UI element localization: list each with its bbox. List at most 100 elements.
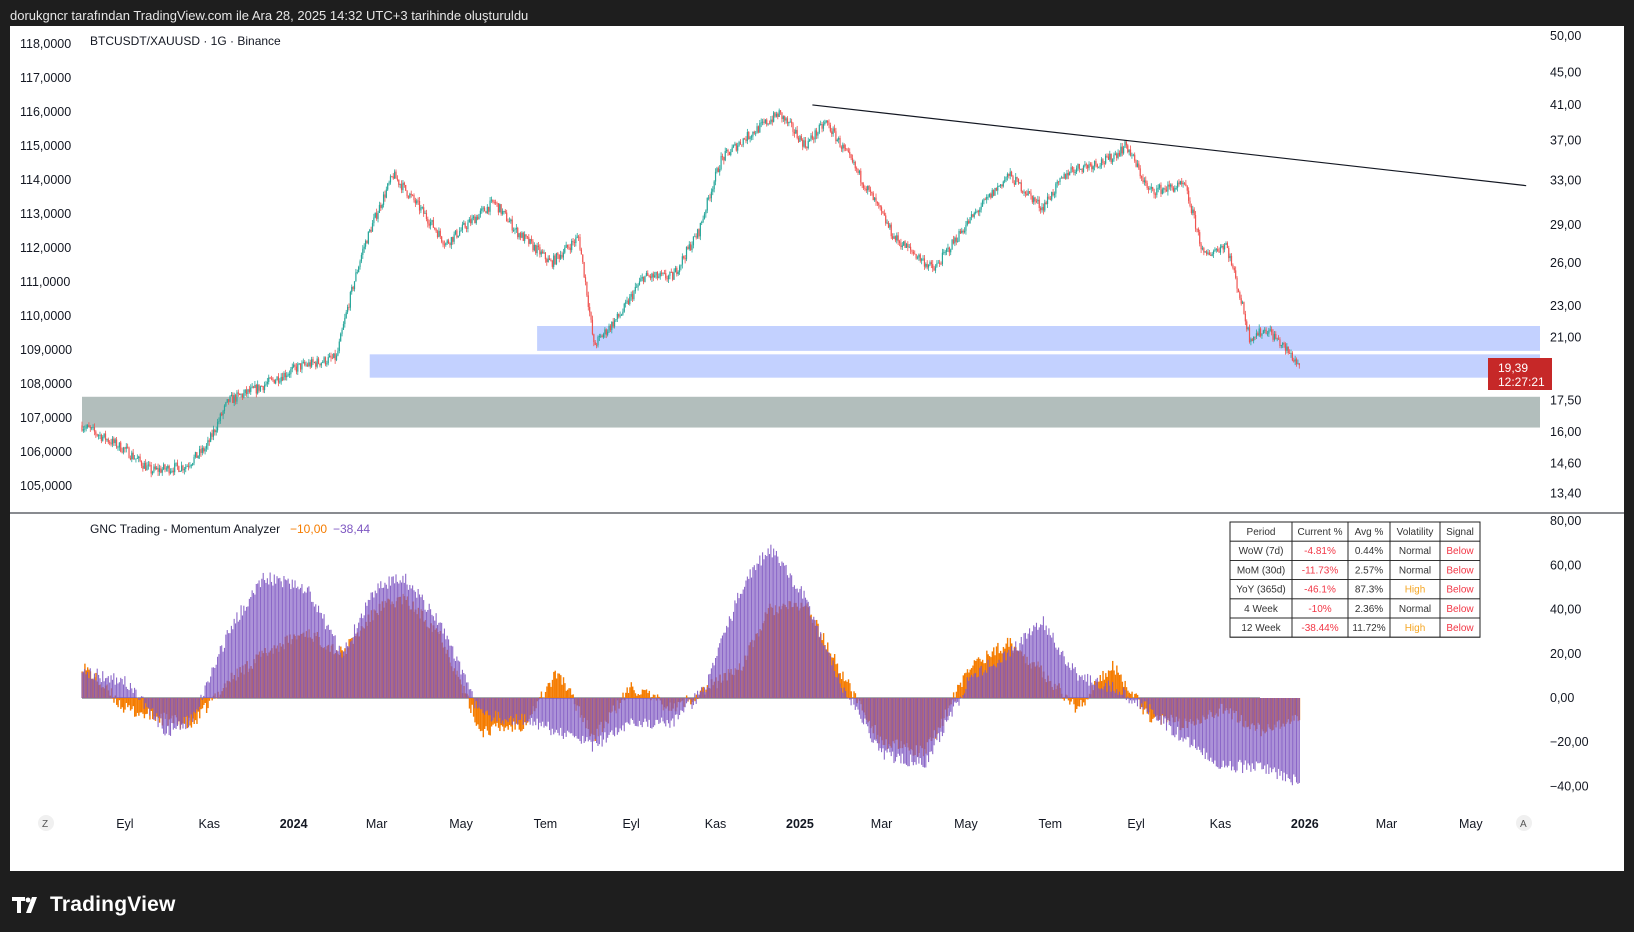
candle-body — [136, 458, 138, 459]
candle — [814, 128, 816, 143]
candle — [864, 185, 866, 192]
candle-body — [1091, 164, 1093, 170]
zoom-out-button[interactable]: Z — [38, 815, 54, 831]
candle — [778, 108, 780, 118]
candle — [526, 235, 529, 240]
candle-body — [661, 272, 663, 274]
candle-body — [1051, 192, 1053, 200]
histogram-bar — [262, 572, 264, 698]
histogram-bar — [1242, 698, 1244, 774]
histogram-bar — [1286, 698, 1288, 775]
candle-body — [337, 350, 339, 356]
candle-body — [970, 214, 973, 218]
right-axis-tick: 21,00 — [1550, 330, 1581, 344]
histogram-bar — [1177, 698, 1179, 727]
candle — [246, 386, 248, 397]
candle — [344, 313, 346, 328]
histogram-bar — [847, 698, 849, 699]
candle-body — [929, 262, 931, 265]
histogram-bar — [1149, 698, 1151, 705]
candle — [250, 384, 252, 395]
candle-body — [622, 311, 624, 315]
histogram-bar — [1048, 628, 1050, 698]
candle-body — [252, 386, 255, 388]
candle-body — [1212, 251, 1215, 254]
candle-body — [1250, 339, 1252, 343]
candle-body — [885, 215, 887, 224]
candle — [313, 361, 315, 364]
histogram-bar — [483, 698, 486, 715]
histogram-bar — [140, 698, 143, 713]
candle — [1257, 331, 1259, 336]
candle — [987, 194, 989, 201]
histogram-bar — [230, 625, 232, 698]
candle — [1286, 343, 1288, 354]
candle-body — [226, 399, 228, 403]
candle-body — [470, 219, 472, 224]
candle-body — [939, 262, 941, 264]
candle — [135, 458, 137, 463]
histogram-bar — [708, 674, 710, 698]
candle — [1015, 173, 1017, 185]
histogram-bar — [1190, 698, 1192, 745]
left-axis-tick: 117,0000 — [20, 71, 71, 85]
histogram-bar — [486, 698, 489, 731]
candle-body — [1160, 184, 1162, 194]
histogram-bar — [394, 583, 396, 698]
histogram-bar — [539, 697, 541, 698]
histogram-bar — [519, 698, 522, 720]
candle-body — [604, 329, 606, 335]
candle-body — [396, 178, 398, 180]
candle-body — [589, 306, 591, 313]
candle-body — [1006, 173, 1009, 177]
candle — [914, 250, 916, 255]
histogram-bar — [1196, 698, 1198, 750]
candle-body — [1099, 165, 1101, 167]
histogram-bar — [1135, 693, 1137, 698]
candle — [1046, 192, 1049, 208]
chart-canvas[interactable]: 118,0000117,0000116,0000115,0000114,0000… — [10, 26, 1624, 871]
histogram-bar — [1071, 663, 1073, 698]
chart-panel[interactable]: 118,0000 117,0000 116,0000 115,0000 114,0000… — [10, 26, 1624, 871]
indicator-legend[interactable]: GNC Trading - Momentum Analyzer −10,00 −… — [90, 522, 370, 536]
candle — [1099, 162, 1101, 170]
candle-body — [1093, 161, 1096, 167]
histogram-bar — [991, 666, 993, 698]
candle-body — [417, 200, 419, 202]
histogram-bar — [775, 550, 777, 698]
histogram-bar — [190, 698, 192, 715]
candle-body — [832, 128, 834, 135]
candle-body — [495, 202, 497, 204]
histogram-bar — [479, 698, 482, 732]
histogram-bar — [1120, 674, 1122, 698]
candle-body — [901, 245, 903, 248]
histogram-bar — [625, 698, 627, 723]
histogram-bar — [1134, 698, 1136, 703]
candle-body — [1082, 166, 1085, 172]
candle — [323, 356, 325, 364]
candle — [887, 220, 890, 229]
histogram-bar — [1195, 698, 1197, 749]
table-value-cell: Below — [1446, 604, 1474, 615]
histogram-bar — [654, 698, 656, 726]
candle — [378, 201, 381, 213]
histogram-bar — [950, 698, 952, 712]
histogram-bar — [461, 669, 463, 698]
tradingview-logo[interactable]: TradingView — [12, 890, 176, 920]
histogram-bar — [1128, 698, 1130, 704]
histogram-bar — [1087, 673, 1089, 698]
right-axis-tick: 37,00 — [1550, 134, 1581, 148]
candle-body — [727, 149, 729, 152]
candle — [392, 173, 394, 180]
candle-body — [981, 200, 984, 207]
candle-body — [726, 149, 728, 151]
candle-body — [1020, 182, 1022, 192]
histogram-bar — [554, 670, 556, 698]
candle-body — [1074, 172, 1076, 173]
auto-scale-button[interactable]: A — [1516, 815, 1532, 831]
candle — [1298, 363, 1300, 369]
histogram-bar — [1293, 698, 1295, 775]
candle — [687, 245, 689, 250]
histogram-bar — [1153, 698, 1155, 715]
histogram-bar — [116, 677, 118, 698]
